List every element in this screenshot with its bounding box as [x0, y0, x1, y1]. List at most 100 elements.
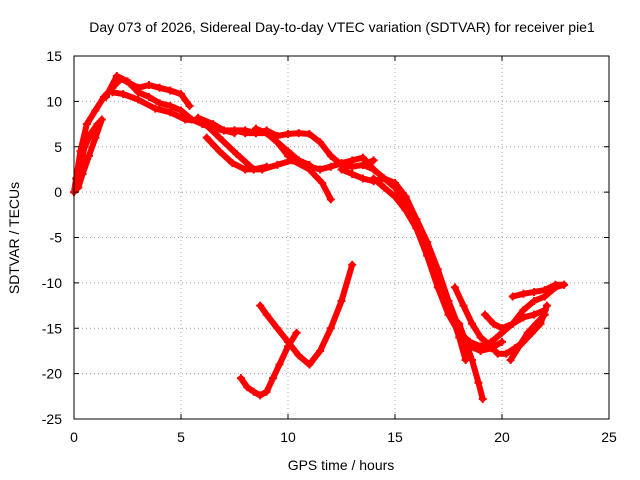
data-point: [91, 133, 100, 142]
data-point: [134, 88, 143, 97]
data-point: [166, 108, 175, 117]
data-point: [134, 95, 143, 104]
data-point: [316, 346, 325, 355]
data-point: [459, 301, 468, 310]
series-line: [451, 284, 550, 357]
data-point: [305, 130, 314, 139]
data-point: [358, 160, 367, 169]
data-point: [194, 113, 203, 122]
data-point: [262, 387, 271, 396]
data-point: [228, 159, 237, 168]
data-point: [305, 162, 314, 171]
x-tick-label: 15: [387, 429, 403, 445]
series-track-16: [236, 328, 301, 400]
data-point: [294, 156, 303, 165]
x-tick-label: 25: [601, 429, 617, 445]
data-point: [294, 129, 303, 138]
data-point: [177, 90, 185, 99]
data-point: [508, 319, 517, 328]
data-point: [273, 324, 282, 333]
y-tick-label: -15: [42, 320, 62, 336]
data-point: [401, 206, 410, 215]
data-point: [369, 174, 378, 183]
data-point: [480, 310, 489, 319]
series-layer: [70, 71, 569, 404]
data-point: [519, 306, 528, 315]
data-point: [433, 283, 442, 292]
data-point: [401, 197, 410, 206]
data-point: [476, 333, 485, 342]
data-point: [87, 129, 96, 138]
data-point: [412, 224, 421, 233]
data-point: [530, 287, 539, 296]
data-point: [502, 349, 511, 358]
y-tick-label: 5: [54, 139, 62, 155]
data-point: [369, 156, 378, 165]
data-point: [241, 126, 250, 135]
data-point: [82, 120, 91, 129]
data-point: [151, 104, 160, 113]
data-point: [177, 106, 185, 115]
data-point: [519, 289, 528, 298]
data-point: [478, 395, 487, 404]
data-point: [532, 319, 541, 328]
data-point: [243, 383, 252, 392]
data-point: [519, 313, 528, 322]
data-point: [455, 319, 464, 328]
data-point: [476, 342, 485, 351]
data-point: [273, 131, 282, 140]
series-track-7: [230, 126, 378, 171]
data-point: [269, 374, 278, 383]
data-point: [305, 360, 314, 369]
data-point: [91, 106, 100, 115]
data-point: [450, 283, 459, 292]
x-tick-label: 0: [70, 429, 78, 445]
data-point: [284, 130, 292, 139]
data-point: [155, 99, 164, 108]
data-point: [348, 260, 357, 269]
data-point: [318, 179, 327, 188]
x-axis-label: GPS time / hours: [288, 457, 395, 473]
y-tick-label: -20: [42, 366, 62, 382]
data-point: [256, 301, 265, 310]
series-line: [257, 261, 356, 368]
series-track-13: [480, 306, 549, 333]
data-point: [249, 387, 258, 396]
x-tick-label: 5: [177, 429, 185, 445]
data-point: [112, 71, 121, 80]
data-point: [236, 374, 245, 383]
data-point: [444, 310, 453, 319]
data-point: [337, 165, 346, 174]
data-point: [275, 360, 284, 369]
data-point: [258, 165, 267, 174]
data-point: [284, 147, 292, 156]
data-point: [251, 129, 260, 138]
data-point: [391, 192, 399, 201]
series-track-17: [256, 260, 357, 369]
data-point: [515, 342, 524, 351]
data-point: [155, 83, 164, 92]
data-point: [273, 160, 282, 169]
series-line: [203, 134, 334, 203]
y-tick-label: 0: [54, 184, 62, 200]
data-point: [166, 86, 175, 95]
tick-labels: 0 5 10 15 20 25 15 10 5 0 -5 -10 -15 -20 -25: [42, 48, 617, 445]
data-point: [326, 151, 335, 160]
data-point: [230, 126, 239, 135]
data-point: [506, 356, 515, 365]
data-point: [241, 165, 250, 174]
data-point: [485, 340, 494, 349]
data-point: [391, 183, 399, 192]
data-point: [523, 328, 532, 337]
data-point: [498, 337, 506, 346]
data-point: [369, 165, 378, 174]
data-point: [74, 183, 83, 192]
data-point: [97, 115, 106, 124]
data-point: [119, 90, 128, 99]
data-point: [144, 81, 153, 90]
data-point: [181, 115, 190, 124]
data-point: [84, 151, 93, 160]
data-point: [219, 126, 228, 135]
data-point: [326, 162, 335, 171]
data-point: [202, 133, 211, 142]
